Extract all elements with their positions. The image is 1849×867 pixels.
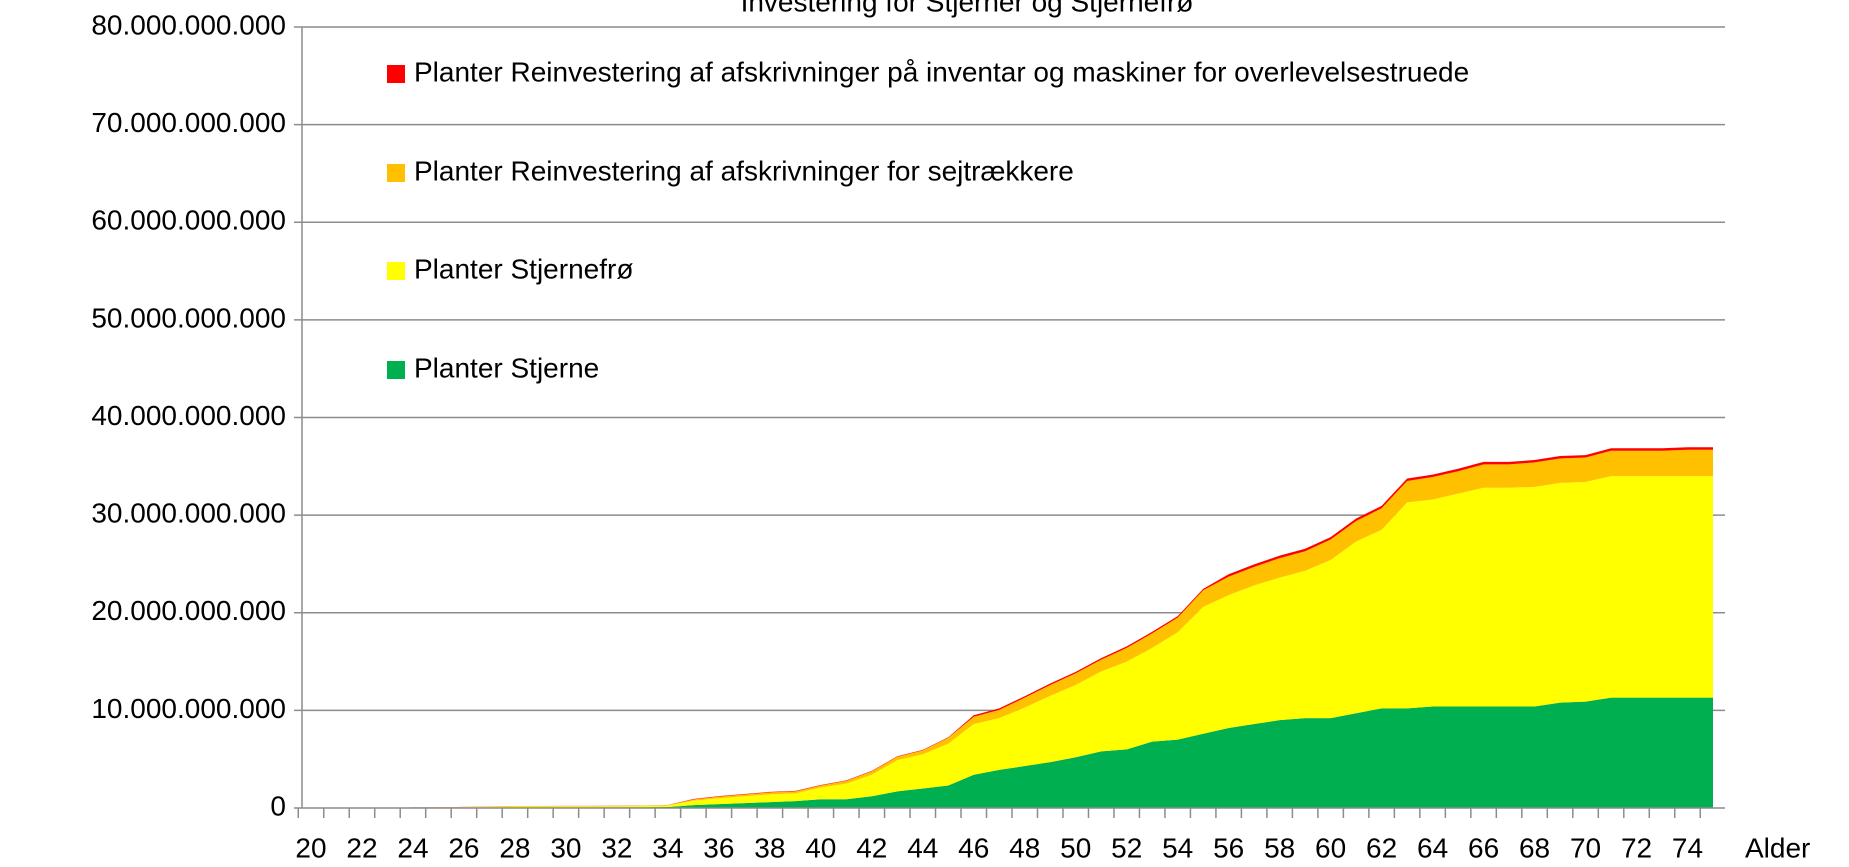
- x-axis-label: Alder: [1745, 832, 1810, 863]
- area: [311, 697, 1713, 808]
- x-tick-label: 52: [1111, 832, 1142, 863]
- x-tick-label: 36: [703, 832, 734, 863]
- legend-swatch: [387, 262, 405, 280]
- legend-swatch: [387, 164, 405, 182]
- x-tick-label: 62: [1366, 832, 1397, 863]
- x-tick-label: 38: [754, 832, 785, 863]
- x-tick-label: 66: [1468, 832, 1499, 863]
- x-tick-label: 30: [550, 832, 581, 863]
- x-tick-label: 54: [1162, 832, 1193, 863]
- x-tick-label: 68: [1519, 832, 1550, 863]
- x-tick-label: 60: [1315, 832, 1346, 863]
- x-tick-label: 48: [1009, 832, 1040, 863]
- y-tick-label: 70.000.000.000: [91, 107, 286, 138]
- x-tick-label: 56: [1213, 832, 1244, 863]
- x-tick-label: 46: [958, 832, 989, 863]
- x-tick-label: 34: [652, 832, 683, 863]
- chart-title: Investering for Stjerner og Stjernefrø: [741, 0, 1194, 17]
- x-tick-label: 24: [397, 832, 428, 863]
- legend-label: Planter Reinvestering af afskrivninger f…: [414, 155, 1074, 186]
- y-tick-label: 0: [270, 790, 286, 821]
- x-tick-label: 50: [1060, 832, 1091, 863]
- x-tick-label: 26: [448, 832, 479, 863]
- x-tick-label: 58: [1264, 832, 1295, 863]
- legend-swatch: [387, 65, 405, 83]
- x-tick-label: 64: [1417, 832, 1448, 863]
- y-tick-label: 60.000.000.000: [91, 205, 286, 236]
- y-tick-label: 50.000.000.000: [91, 302, 286, 333]
- x-tick-label: 72: [1621, 832, 1652, 863]
- legend-label: Planter Stjernefrø: [414, 253, 633, 284]
- x-tick-label: 44: [907, 832, 938, 863]
- y-tick-label: 80.000.000.000: [91, 9, 286, 40]
- x-tick-label: 28: [499, 832, 530, 863]
- x-tick-label: 70: [1570, 832, 1601, 863]
- y-tick-label: 10.000.000.000: [91, 693, 286, 724]
- x-tick-label: 40: [805, 832, 836, 863]
- area: [311, 476, 1713, 808]
- legend-label: Planter Stjerne: [414, 352, 599, 383]
- x-tick-label: 22: [346, 832, 377, 863]
- y-tick-label: 40.000.000.000: [91, 400, 286, 431]
- x-tick-label: 32: [601, 832, 632, 863]
- x-tick-label: 20: [295, 832, 326, 863]
- y-tick-label: 30.000.000.000: [91, 498, 286, 529]
- legend-swatch: [387, 361, 405, 379]
- x-tick-label: 42: [856, 832, 887, 863]
- legend-label: Planter Reinvestering af afskrivninger p…: [414, 56, 1469, 87]
- y-tick-label: 20.000.000.000: [91, 595, 286, 626]
- x-tick-label: 74: [1672, 832, 1703, 863]
